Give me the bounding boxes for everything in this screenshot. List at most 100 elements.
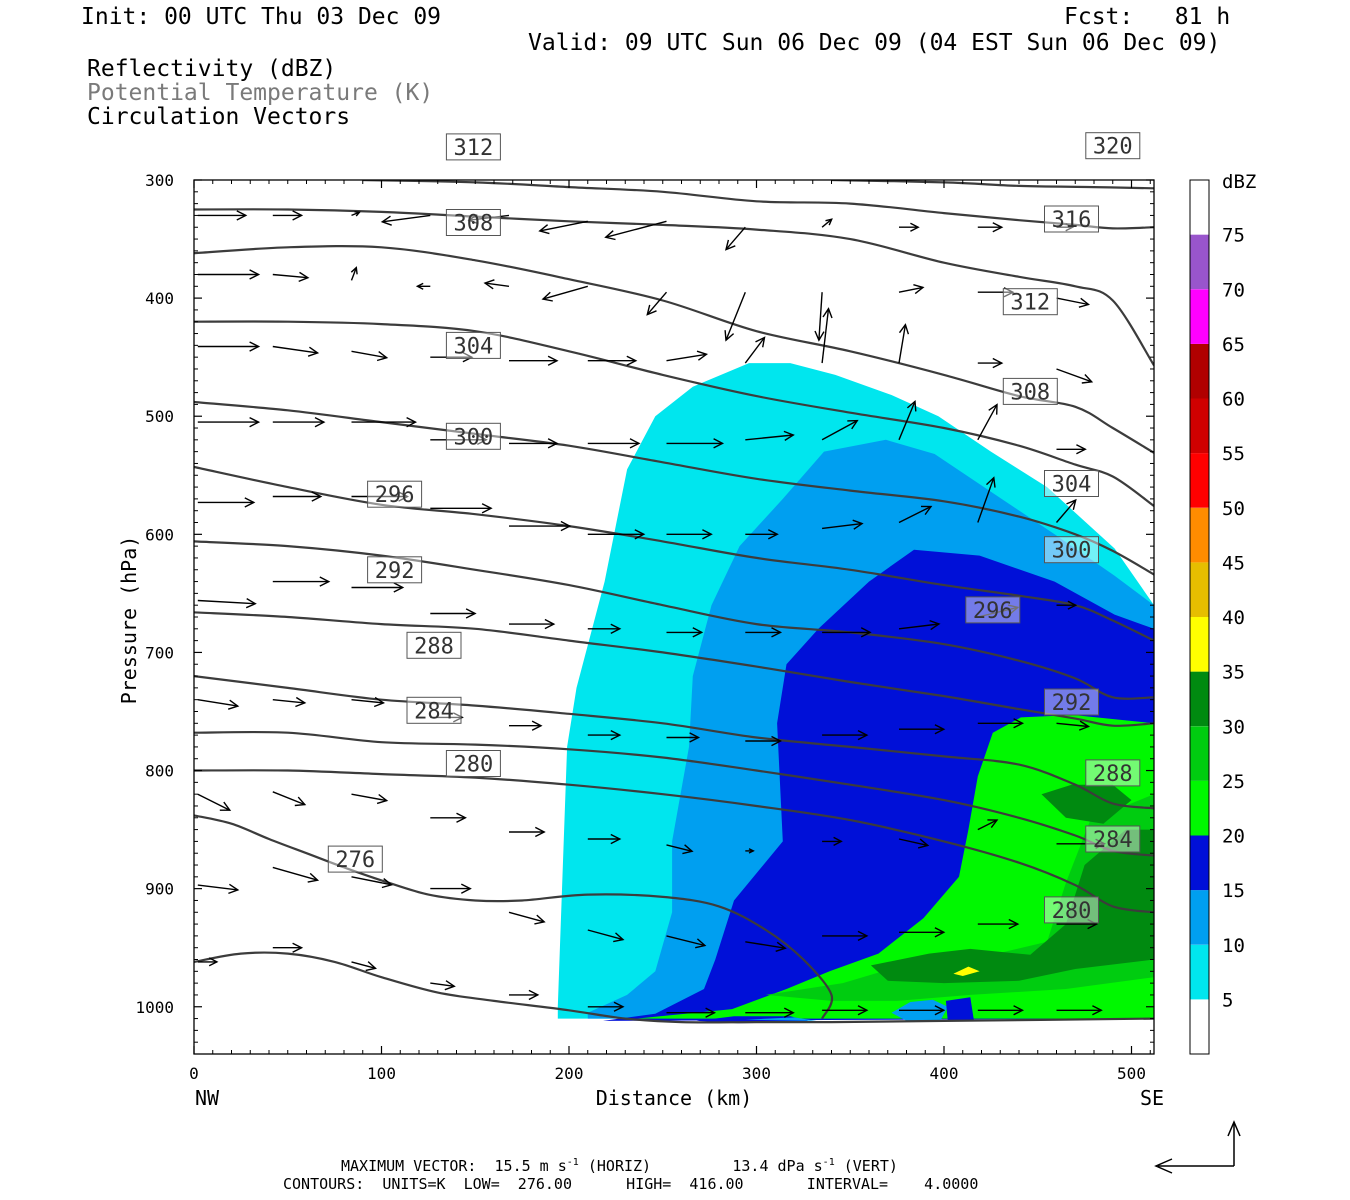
isentrope-label: 308 [1002,377,1058,405]
vector-head [724,330,735,342]
colorbar-bin-55 [1190,398,1209,454]
potential-temperature-contours [194,180,1154,1024]
x-tick-label: 400 [930,1064,959,1083]
circulation-vector [351,350,389,362]
isentrope-label-box [406,631,462,659]
x-tick-label: 200 [555,1064,584,1083]
vector-shaft [272,866,318,881]
circulation-vector [351,696,386,708]
vector-head [702,529,713,540]
colorbar-tick-label: 50 [1222,498,1245,520]
x-end-label-nw: NW [195,1086,220,1110]
circulation-vector [977,604,1020,618]
vector-head [705,1007,717,1018]
vector-head [934,927,946,938]
isentrope-label: 292 [1044,688,1099,716]
circulation-vector [977,357,1004,369]
vector-head [208,957,219,967]
circulation-vector [272,416,326,428]
circulation-vector [745,941,787,952]
circulation-vector [483,279,510,290]
reflectivity-region-10dbz [745,1017,817,1021]
vector-head [689,732,701,743]
vector-head [460,883,472,894]
vector-head [833,836,843,847]
reflectivity-region-20dbz [636,715,1154,1019]
vector-head [771,627,783,638]
vector-shaft [351,699,384,704]
circulation-vector [822,1005,869,1016]
vector-shaft [666,353,707,362]
reference-vector-icon [1154,1120,1241,1174]
isentrope-label-text: 312 [1010,291,1050,316]
vector-head [249,416,261,428]
vector-head [696,350,709,361]
vector-head [456,812,467,823]
vector-head [227,699,240,710]
colorbar-tick-label: 65 [1222,334,1245,356]
vector-head [934,1005,946,1016]
isentrope-label: 280 [1044,896,1099,924]
colorbar-tick-label: 40 [1222,607,1245,629]
vector-shaft [272,345,318,354]
vector-head [860,627,872,638]
circulation-vector [272,866,320,883]
isentrope-label-box [965,596,1021,624]
circulation-vector [509,355,559,366]
vector-shaft [745,941,786,949]
vector-shaft [898,286,924,293]
isentrope-label-text: 308 [1010,380,1050,405]
circulation-vector [1056,444,1087,455]
vector-head [311,491,323,502]
y-tick-label: 800 [145,762,174,781]
colorbar-tick-label: 15 [1222,880,1245,902]
vector-shaft [725,291,746,341]
vector-head [646,304,657,316]
vector-head [219,801,232,811]
vector-shaft [898,401,916,441]
circulation-vector [351,416,418,428]
reflectivity-region-15dbz [945,997,974,1021]
circulation-vector [814,292,825,342]
circulation-vector [898,399,917,441]
isentrope-label: 296 [965,596,1021,624]
vector-shaft [539,220,588,232]
x-tick-label: 300 [742,1064,771,1083]
vector-head [906,399,917,412]
theta-contour-288 [194,730,1154,857]
vector-shaft [430,982,455,987]
circulation-vector [822,836,843,847]
vector-head [755,336,766,348]
circulation-vector [272,942,304,953]
circulation-vector [509,826,546,838]
y-tick-label: 500 [145,407,174,426]
theta-contour-296 [194,611,1154,727]
vector-head [376,351,389,362]
vector-head [444,980,456,991]
circulation-vector [351,211,361,217]
isentrope-label-box [1044,536,1099,564]
theta-contour-304 [194,465,1154,642]
isentrope-label-box [1002,377,1058,405]
vector-head [610,729,622,741]
vector-shaft [898,324,907,364]
circulation-vector [822,519,864,530]
circulation-vector [197,699,240,710]
circulation-vector [898,323,910,364]
circulation-vector [197,597,257,609]
circulation-vector [899,927,946,938]
reflectivity-shading [557,363,1154,1024]
circulation-vector [666,935,707,949]
vector-shaft [725,226,746,251]
colorbar-bin-10 [1190,890,1209,945]
circulation-vector [1056,600,1078,610]
circulation-vector [666,627,704,638]
colorbar-tick-label: 55 [1222,443,1245,465]
circulation-vector [351,793,389,805]
circulation-vector [351,876,394,889]
isentrope-label: 312 [1002,288,1058,316]
reflectivity-region-35dbz [953,966,980,976]
vector-head [1007,604,1020,615]
circulation-vector [430,883,472,894]
circulation-vector [822,627,872,638]
